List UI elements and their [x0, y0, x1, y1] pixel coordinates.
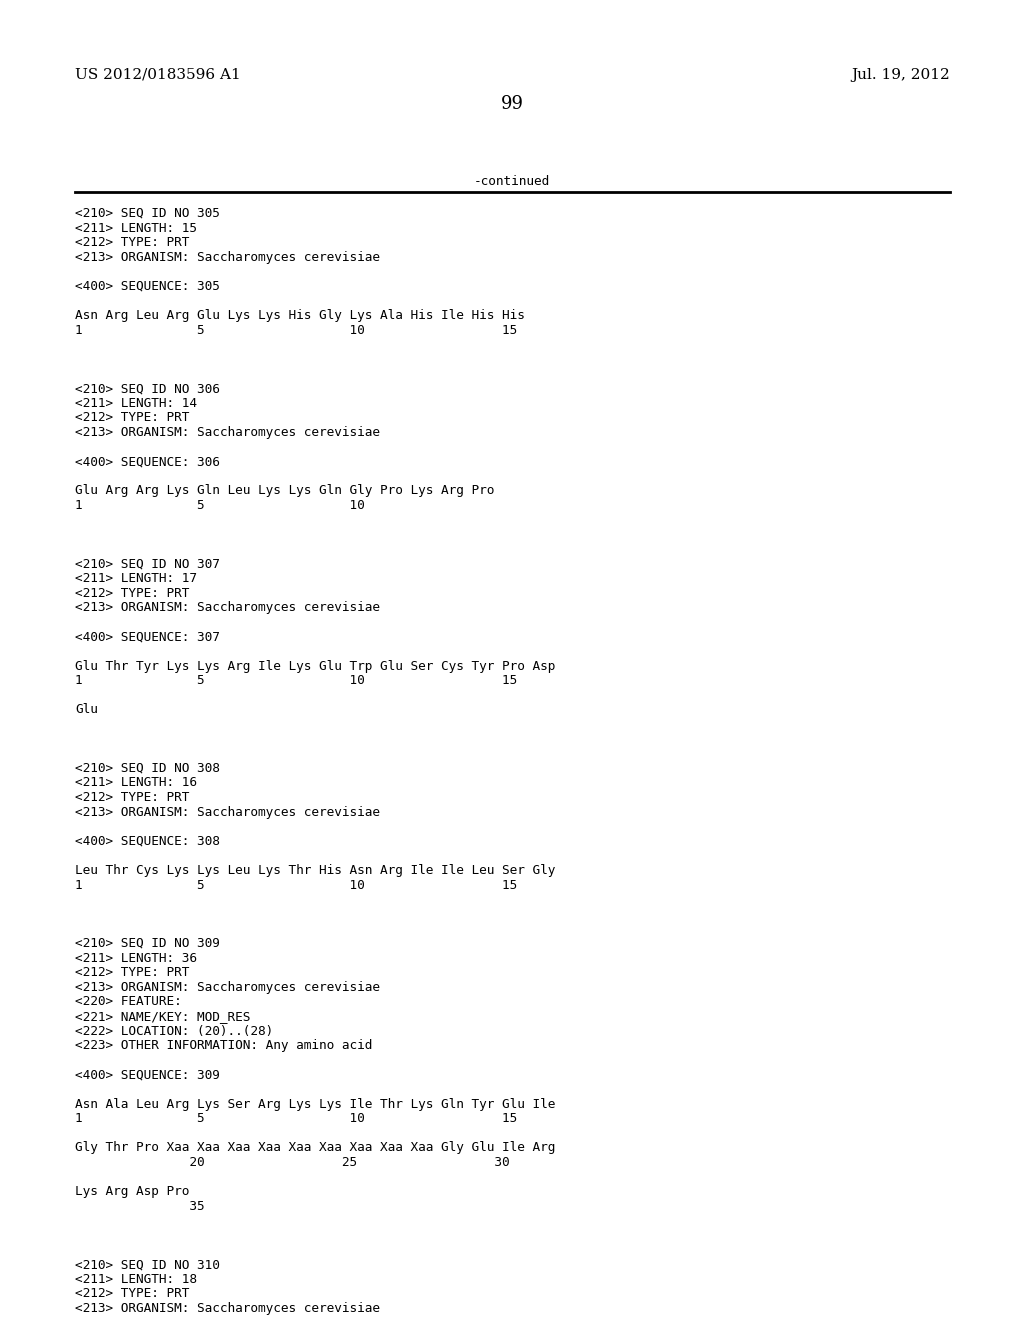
Text: <400> SEQUENCE: 308: <400> SEQUENCE: 308	[75, 834, 220, 847]
Text: Asn Ala Leu Arg Lys Ser Arg Lys Lys Ile Thr Lys Gln Tyr Glu Ile: Asn Ala Leu Arg Lys Ser Arg Lys Lys Ile …	[75, 1098, 555, 1110]
Text: <221> NAME/KEY: MOD_RES: <221> NAME/KEY: MOD_RES	[75, 1010, 251, 1023]
Text: <212> TYPE: PRT: <212> TYPE: PRT	[75, 966, 189, 979]
Text: <213> ORGANISM: Saccharomyces cerevisiae: <213> ORGANISM: Saccharomyces cerevisiae	[75, 601, 380, 614]
Text: <210> SEQ ID NO 305: <210> SEQ ID NO 305	[75, 207, 220, 220]
Text: Glu Arg Arg Lys Gln Leu Lys Lys Gln Gly Pro Lys Arg Pro: Glu Arg Arg Lys Gln Leu Lys Lys Gln Gly …	[75, 484, 495, 498]
Text: <213> ORGANISM: Saccharomyces cerevisiae: <213> ORGANISM: Saccharomyces cerevisiae	[75, 981, 380, 994]
Text: <400> SEQUENCE: 307: <400> SEQUENCE: 307	[75, 631, 220, 643]
Text: Lys Arg Asp Pro: Lys Arg Asp Pro	[75, 1185, 189, 1199]
Text: 1               5                   10                  15: 1 5 10 15	[75, 879, 517, 891]
Text: 35: 35	[75, 1200, 205, 1213]
Text: 1               5                   10: 1 5 10	[75, 499, 365, 512]
Text: -continued: -continued	[474, 176, 550, 187]
Text: <220> FEATURE:: <220> FEATURE:	[75, 995, 181, 1008]
Text: <400> SEQUENCE: 306: <400> SEQUENCE: 306	[75, 455, 220, 469]
Text: <212> TYPE: PRT: <212> TYPE: PRT	[75, 1287, 189, 1300]
Text: 1               5                   10                  15: 1 5 10 15	[75, 323, 517, 337]
Text: <211> LENGTH: 16: <211> LENGTH: 16	[75, 776, 197, 789]
Text: <213> ORGANISM: Saccharomyces cerevisiae: <213> ORGANISM: Saccharomyces cerevisiae	[75, 251, 380, 264]
Text: Gly Thr Pro Xaa Xaa Xaa Xaa Xaa Xaa Xaa Xaa Xaa Gly Glu Ile Arg: Gly Thr Pro Xaa Xaa Xaa Xaa Xaa Xaa Xaa …	[75, 1142, 555, 1155]
Text: Glu: Glu	[75, 704, 98, 717]
Text: US 2012/0183596 A1: US 2012/0183596 A1	[75, 69, 241, 82]
Text: <210> SEQ ID NO 307: <210> SEQ ID NO 307	[75, 557, 220, 570]
Text: <211> LENGTH: 15: <211> LENGTH: 15	[75, 222, 197, 235]
Text: Jul. 19, 2012: Jul. 19, 2012	[851, 69, 950, 82]
Text: <210> SEQ ID NO 308: <210> SEQ ID NO 308	[75, 762, 220, 775]
Text: <211> LENGTH: 14: <211> LENGTH: 14	[75, 397, 197, 409]
Text: <222> LOCATION: (20)..(28): <222> LOCATION: (20)..(28)	[75, 1024, 273, 1038]
Text: <211> LENGTH: 17: <211> LENGTH: 17	[75, 572, 197, 585]
Text: <213> ORGANISM: Saccharomyces cerevisiae: <213> ORGANISM: Saccharomyces cerevisiae	[75, 426, 380, 440]
Text: 1               5                   10                  15: 1 5 10 15	[75, 675, 517, 688]
Text: <211> LENGTH: 18: <211> LENGTH: 18	[75, 1272, 197, 1286]
Text: <400> SEQUENCE: 305: <400> SEQUENCE: 305	[75, 280, 220, 293]
Text: <210> SEQ ID NO 309: <210> SEQ ID NO 309	[75, 937, 220, 950]
Text: <210> SEQ ID NO 310: <210> SEQ ID NO 310	[75, 1258, 220, 1271]
Text: <212> TYPE: PRT: <212> TYPE: PRT	[75, 791, 189, 804]
Text: <211> LENGTH: 36: <211> LENGTH: 36	[75, 952, 197, 965]
Text: <213> ORGANISM: Saccharomyces cerevisiae: <213> ORGANISM: Saccharomyces cerevisiae	[75, 805, 380, 818]
Text: Glu Thr Tyr Lys Lys Arg Ile Lys Glu Trp Glu Ser Cys Tyr Pro Asp: Glu Thr Tyr Lys Lys Arg Ile Lys Glu Trp …	[75, 660, 555, 673]
Text: Leu Thr Cys Lys Lys Leu Lys Thr His Asn Arg Ile Ile Leu Ser Gly: Leu Thr Cys Lys Lys Leu Lys Thr His Asn …	[75, 865, 555, 876]
Text: <213> ORGANISM: Saccharomyces cerevisiae: <213> ORGANISM: Saccharomyces cerevisiae	[75, 1302, 380, 1315]
Text: <223> OTHER INFORMATION: Any amino acid: <223> OTHER INFORMATION: Any amino acid	[75, 1039, 373, 1052]
Text: 20                  25                  30: 20 25 30	[75, 1156, 510, 1170]
Text: <210> SEQ ID NO 306: <210> SEQ ID NO 306	[75, 383, 220, 395]
Text: <212> TYPE: PRT: <212> TYPE: PRT	[75, 412, 189, 425]
Text: <212> TYPE: PRT: <212> TYPE: PRT	[75, 586, 189, 599]
Text: 1               5                   10                  15: 1 5 10 15	[75, 1113, 517, 1125]
Text: <212> TYPE: PRT: <212> TYPE: PRT	[75, 236, 189, 249]
Text: Asn Arg Leu Arg Glu Lys Lys His Gly Lys Ala His Ile His His: Asn Arg Leu Arg Glu Lys Lys His Gly Lys …	[75, 309, 525, 322]
Text: <400> SEQUENCE: 309: <400> SEQUENCE: 309	[75, 1068, 220, 1081]
Text: 99: 99	[501, 95, 523, 114]
